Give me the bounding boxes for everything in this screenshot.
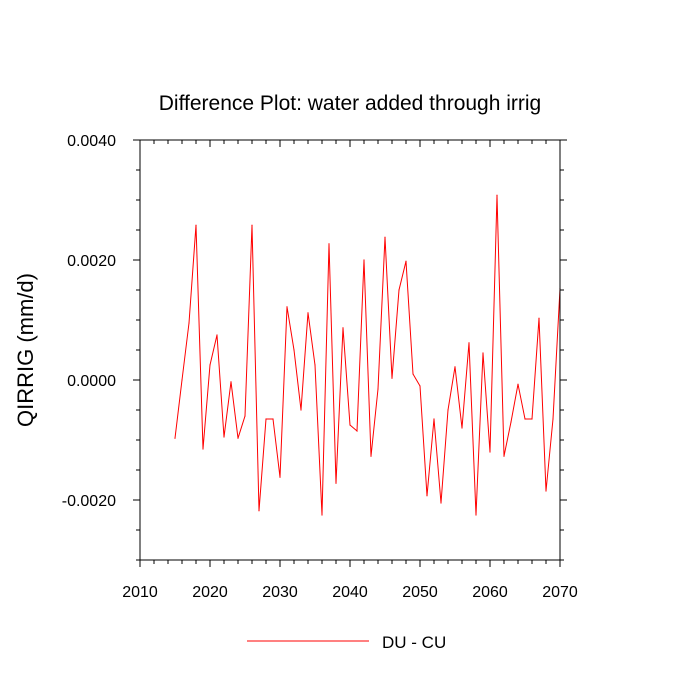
legend-label: DU - CU: [382, 633, 446, 652]
axis-ticks: [133, 139, 567, 567]
data-point: [216, 334, 218, 336]
series-points: [174, 194, 561, 516]
data-point: [342, 327, 344, 329]
x-tick-label: 2060: [472, 584, 508, 601]
data-point: [181, 379, 183, 381]
data-point: [265, 418, 267, 420]
data-point: [279, 476, 281, 478]
y-tick-label: -0.0020: [62, 493, 116, 510]
data-point: [510, 421, 512, 423]
y-axis-label: QIRRIG (mm/d): [13, 273, 38, 427]
data-point: [482, 352, 484, 354]
data-point: [405, 260, 407, 262]
data-point: [349, 424, 351, 426]
x-tick-label: 2070: [542, 584, 578, 601]
data-point: [286, 306, 288, 308]
chart-title: Difference Plot: water added through irr…: [159, 92, 542, 115]
axis-tick-labels: 2010 2020 2030 2040 2050 2060 2070 0.0040 0.0020…: [62, 133, 578, 601]
data-point: [230, 381, 232, 383]
x-tick-label: 2020: [192, 584, 228, 601]
data-point: [524, 418, 526, 420]
data-point: [258, 510, 260, 512]
data-point: [321, 514, 323, 516]
data-point: [293, 349, 295, 351]
plot-area-frame: [139, 139, 561, 561]
data-point: [335, 482, 337, 484]
x-tick-label: 2050: [402, 584, 438, 601]
data-point: [503, 455, 505, 457]
data-point: [538, 317, 540, 319]
data-point: [174, 437, 176, 439]
data-point: [461, 427, 463, 429]
data-point: [363, 259, 365, 261]
data-point: [552, 418, 554, 420]
x-tick-label: 2040: [332, 584, 368, 601]
data-point: [314, 364, 316, 366]
y-tick-label: 0.0040: [67, 133, 116, 150]
data-point: [545, 490, 547, 492]
data-point: [223, 436, 225, 438]
data-point: [202, 448, 204, 450]
data-point: [209, 364, 211, 366]
data-point: [412, 373, 414, 375]
data-point: [377, 388, 379, 390]
x-tick-label: 2010: [122, 584, 158, 601]
data-point: [433, 418, 435, 420]
data-point: [454, 366, 456, 368]
data-point: [496, 194, 498, 196]
data-point: [419, 385, 421, 387]
data-point: [384, 236, 386, 238]
data-point: [356, 430, 358, 432]
data-point: [398, 289, 400, 291]
data-point: [531, 418, 533, 420]
data-point: [251, 224, 253, 226]
data-point: [195, 224, 197, 226]
y-tick-label: 0.0020: [67, 253, 116, 270]
series-line-du-cu: [174, 195, 561, 516]
data-point: [188, 322, 190, 324]
data-point: [300, 409, 302, 411]
data-point: [237, 437, 239, 439]
data-point: [426, 495, 428, 497]
data-point: [468, 342, 470, 344]
data-point: [517, 383, 519, 385]
data-point: [440, 502, 442, 504]
data-point: [328, 243, 330, 245]
data-point: [447, 409, 449, 411]
legend: DU - CU: [247, 633, 446, 652]
data-point: [272, 418, 274, 420]
data-point: [475, 514, 477, 516]
y-tick-label: 0.0000: [67, 373, 116, 390]
data-point: [307, 312, 309, 314]
data-point: [244, 415, 246, 417]
data-point: [489, 451, 491, 453]
data-point: [370, 455, 372, 457]
x-tick-label: 2030: [262, 584, 298, 601]
data-point: [391, 377, 393, 379]
